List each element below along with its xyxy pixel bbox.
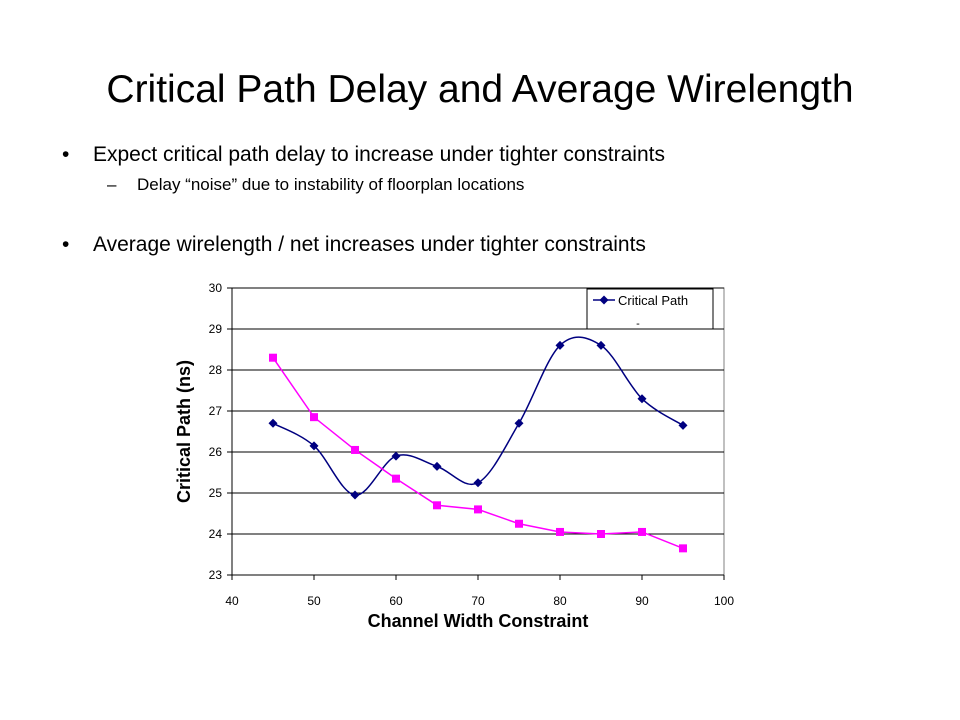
y-tick-label: 26 bbox=[209, 445, 223, 459]
slide-title: Critical Path Delay and Average Wireleng… bbox=[106, 68, 854, 111]
data-point bbox=[596, 340, 606, 350]
data-point bbox=[350, 490, 360, 500]
data-point bbox=[473, 478, 483, 488]
data-point bbox=[679, 544, 687, 553]
data-point bbox=[391, 451, 401, 461]
series-group bbox=[268, 336, 688, 500]
y-tick-label: 28 bbox=[209, 363, 223, 377]
data-point bbox=[474, 505, 482, 514]
data-point bbox=[637, 394, 647, 404]
data-point bbox=[678, 420, 688, 430]
x-tick-label: 90 bbox=[635, 594, 649, 608]
data-point bbox=[514, 418, 524, 428]
data-point bbox=[432, 461, 442, 471]
tick-labels: 23 24 25 26 27 28 29 30 40 50 60 70 80 90 100 bbox=[209, 281, 735, 608]
bullet-symbol: • bbox=[62, 233, 70, 256]
dash-symbol: – bbox=[107, 175, 117, 194]
legend: Critical Path - bbox=[586, 288, 714, 330]
x-tick-label: 80 bbox=[553, 594, 567, 608]
plot-area bbox=[231, 287, 725, 576]
legend-extra-mark: - bbox=[636, 318, 640, 330]
bullet-list: • Expect critical path delay to increase… bbox=[62, 140, 942, 260]
y-tick-label: 30 bbox=[209, 281, 223, 295]
data-point bbox=[597, 530, 605, 538]
x-tick-label: 60 bbox=[389, 594, 403, 608]
bullet-item: • Average wirelength / net increases und… bbox=[62, 230, 942, 260]
x-tick-label: 50 bbox=[307, 594, 321, 608]
bullet-item: • Expect critical path delay to increase… bbox=[62, 140, 942, 170]
data-point bbox=[310, 413, 318, 422]
y-tick-label: 25 bbox=[209, 486, 223, 500]
y-axis-label: Critical Path (ns) bbox=[174, 360, 194, 503]
data-point bbox=[515, 519, 523, 528]
bullet-symbol: • bbox=[62, 143, 70, 166]
x-tick-label: 100 bbox=[714, 594, 734, 608]
axes bbox=[227, 287, 725, 580]
data-point bbox=[556, 527, 564, 536]
data-point bbox=[268, 418, 278, 428]
y-tick-label: 24 bbox=[209, 527, 223, 541]
data-point bbox=[351, 445, 359, 454]
y-tick-label: 23 bbox=[209, 568, 223, 582]
data-point bbox=[392, 474, 400, 483]
sub-bullet-item: – Delay “noise” due to instability of fl… bbox=[62, 172, 942, 198]
x-tick-label: 70 bbox=[471, 594, 485, 608]
y-tick-label: 29 bbox=[209, 322, 223, 336]
data-point bbox=[638, 527, 646, 536]
data-point bbox=[269, 353, 277, 362]
legend-label: Critical Path bbox=[618, 293, 688, 308]
sub-bullet-text: Delay “noise” due to instability of floo… bbox=[137, 175, 525, 194]
x-axis-label: Channel Width Constraint bbox=[368, 611, 589, 631]
series-group bbox=[269, 353, 687, 553]
data-point bbox=[555, 340, 565, 350]
legend-box bbox=[586, 288, 714, 330]
x-tick-label: 40 bbox=[225, 594, 239, 608]
y-tick-label: 27 bbox=[209, 404, 223, 418]
data-series bbox=[268, 336, 688, 553]
bullet-text: Average wirelength / net increases under… bbox=[93, 233, 646, 256]
data-point bbox=[433, 501, 441, 510]
bullet-text: Expect critical path delay to increase u… bbox=[93, 143, 665, 166]
data-point bbox=[599, 295, 609, 305]
data-point bbox=[309, 441, 319, 451]
